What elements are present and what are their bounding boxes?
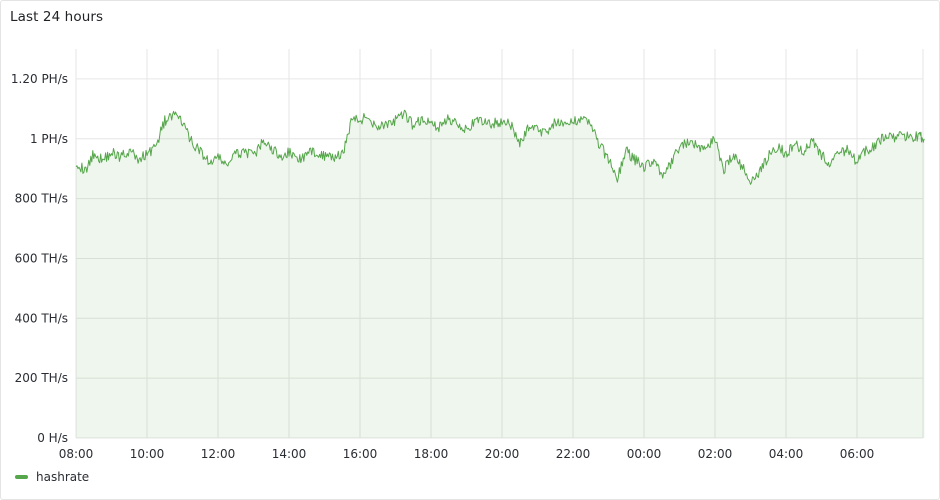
panel-title: Last 24 hours: [10, 9, 104, 25]
x-tick-label: 12:00: [201, 447, 236, 461]
grid-lines: [75, 49, 924, 439]
x-tick-label: 14:00: [272, 447, 307, 461]
series-line-hashrate[interactable]: [75, 109, 925, 185]
y-axis-labels: 0 H/s 200 TH/s 400 TH/s 600 TH/s 800 TH/s 1 P…: [11, 72, 68, 445]
x-tick-label: 08:00: [59, 447, 94, 461]
plot-area: [75, 109, 925, 439]
y-tick-label: 600 TH/s: [15, 251, 68, 265]
x-tick-label: 10:00: [130, 447, 165, 461]
y-tick-label: 1 PH/s: [30, 132, 68, 146]
y-tick-label: 800 TH/s: [15, 192, 68, 206]
x-tick-label: 06:00: [840, 447, 875, 461]
x-tick-label: 16:00: [343, 447, 378, 461]
y-tick-label: 200 TH/s: [15, 371, 68, 385]
x-tick-label: 20:00: [485, 447, 520, 461]
x-tick-label: 02:00: [698, 447, 733, 461]
legend-label-hashrate[interactable]: hashrate: [36, 470, 90, 484]
y-tick-label: 0 H/s: [37, 431, 68, 445]
legend[interactable]: hashrate: [15, 470, 89, 484]
y-tick-label: 1.20 PH/s: [11, 72, 68, 86]
x-tick-label: 22:00: [556, 447, 591, 461]
y-tick-label: 400 TH/s: [15, 311, 68, 325]
series-area-hashrate: [76, 110, 925, 439]
x-axis-labels: 08:00 10:00 12:00 14:00 16:00 18:00 20:00 22:00…: [59, 447, 875, 461]
legend-swatch: [15, 475, 28, 479]
x-tick-label: 04:00: [769, 447, 804, 461]
x-tick-label: 00:00: [627, 447, 662, 461]
x-tick-label: 18:00: [414, 447, 449, 461]
